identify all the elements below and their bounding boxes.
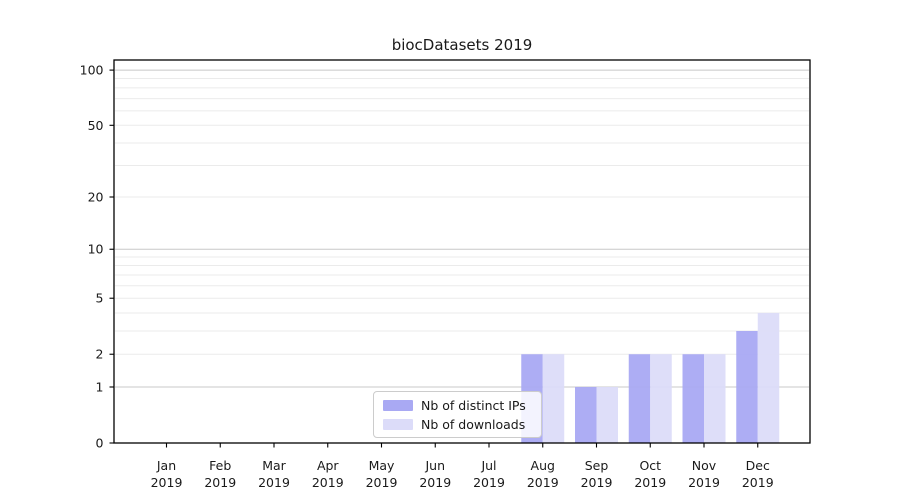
x-tick-label-month: May bbox=[369, 458, 395, 473]
x-tick-label-year: 2019 bbox=[581, 475, 613, 490]
bar-distinct-ips bbox=[628, 354, 651, 443]
y-tick-label: 100 bbox=[80, 63, 104, 78]
x-tick-label-year: 2019 bbox=[527, 475, 559, 490]
x-tick-label-month: Sep bbox=[585, 458, 609, 473]
chart-title: biocDatasets 2019 bbox=[391, 36, 533, 54]
x-tick-label-month: Oct bbox=[639, 458, 661, 473]
x-tick-label-year: 2019 bbox=[634, 475, 666, 490]
x-tick-label-year: 2019 bbox=[473, 475, 505, 490]
y-tick-label: 10 bbox=[88, 242, 104, 257]
legend-label: Nb of downloads bbox=[421, 416, 526, 432]
legend-swatch-icon bbox=[383, 399, 413, 411]
x-tick-label-month: Jun bbox=[424, 458, 445, 473]
x-tick-label-month: Apr bbox=[317, 458, 339, 473]
x-tick-label-year: 2019 bbox=[742, 475, 774, 490]
legend-box: Nb of distinct IPs Nb of downloads bbox=[373, 391, 542, 438]
x-tick-label-year: 2019 bbox=[312, 475, 344, 490]
y-tick-label: 1 bbox=[96, 379, 104, 394]
x-tick-label-month: Mar bbox=[262, 458, 286, 473]
y-tick-label: 20 bbox=[88, 190, 104, 205]
legend-label: Nb of distinct IPs bbox=[421, 397, 526, 413]
x-tick-label-year: 2019 bbox=[688, 475, 720, 490]
bar-downloads bbox=[757, 312, 780, 443]
x-tick-label-month: Feb bbox=[209, 458, 231, 473]
x-tick-label-year: 2019 bbox=[151, 475, 183, 490]
x-tick-label-year: 2019 bbox=[204, 475, 236, 490]
x-tick-label-month: Nov bbox=[692, 458, 717, 473]
bar-downloads bbox=[596, 386, 618, 443]
bar-downloads bbox=[650, 354, 672, 443]
y-tick-label: 50 bbox=[88, 118, 104, 133]
y-tick-label: 0 bbox=[96, 436, 104, 451]
y-tick-label: 5 bbox=[96, 291, 104, 306]
bar-distinct-ips bbox=[682, 354, 704, 443]
axes-spines bbox=[113, 59, 811, 444]
x-tick-label-month: Dec bbox=[746, 458, 770, 473]
x-tick-label-month: Jan bbox=[156, 458, 176, 473]
y-tick-label: 2 bbox=[96, 347, 104, 362]
bar-downloads bbox=[704, 354, 726, 443]
bar-distinct-ips bbox=[575, 386, 597, 443]
bar-downloads bbox=[542, 354, 565, 443]
legend-entry: Nb of distinct IPs bbox=[383, 398, 532, 413]
legend-entry: Nb of downloads bbox=[383, 417, 532, 432]
x-tick-label-year: 2019 bbox=[366, 475, 398, 490]
x-tick-label-year: 2019 bbox=[258, 475, 290, 490]
legend-swatch-icon bbox=[383, 418, 413, 430]
x-tick-label-month: Aug bbox=[531, 458, 555, 473]
x-tick-label-year: 2019 bbox=[419, 475, 451, 490]
bar-distinct-ips bbox=[736, 330, 758, 443]
x-tick-label-month: Jul bbox=[480, 458, 496, 473]
